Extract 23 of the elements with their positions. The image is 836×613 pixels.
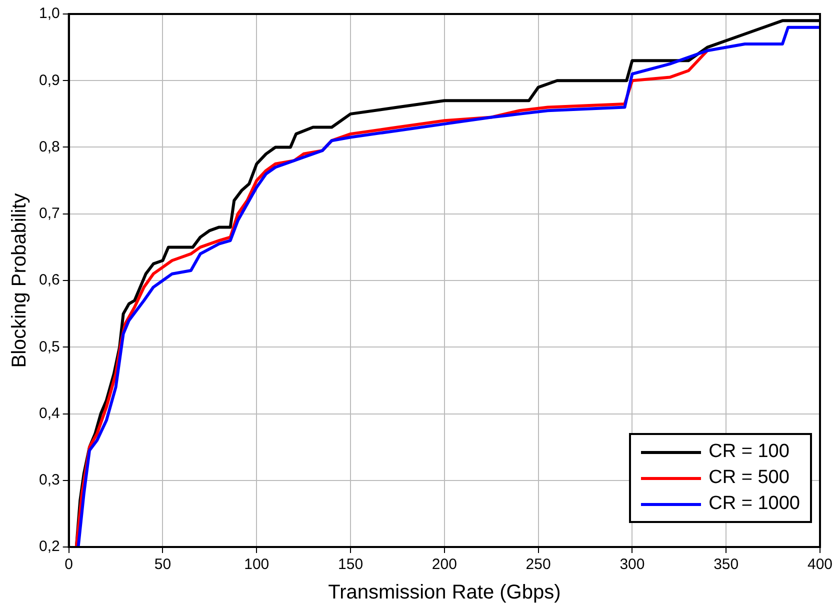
y-tick-label: 0,5 [38,338,60,356]
y-tick-label: 0,4 [38,404,60,422]
y-tick-label: 0,6 [38,272,60,289]
x-tick-label: 350 [714,556,739,574]
x-tick-label: 200 [432,556,457,574]
y-axis-title: Blocking Probability [8,193,31,368]
y-tick-label: 1,0 [38,5,60,22]
x-tick-label: 400 [807,556,833,574]
y-tick-label: 0,7 [38,205,60,222]
y-tick-label: 0,3 [38,472,60,489]
legend-label: CR = 100 [708,441,790,463]
x-tick-label: 250 [526,556,551,574]
y-tick-label: 0,2 [38,538,60,556]
x-tick-label: 100 [244,556,270,574]
legend-label: CR = 1000 [708,493,800,515]
x-axis-title: Transmission Rate (Gbps) [328,582,561,604]
x-tick-label: 50 [154,556,172,574]
x-tick-label: 300 [620,556,645,574]
legend-label: CR = 500 [708,467,790,489]
x-tick-label: 0 [64,556,74,574]
y-tick-label: 0,8 [38,138,60,156]
y-tick-label: 0,9 [38,72,60,89]
x-tick-label: 150 [338,556,364,574]
